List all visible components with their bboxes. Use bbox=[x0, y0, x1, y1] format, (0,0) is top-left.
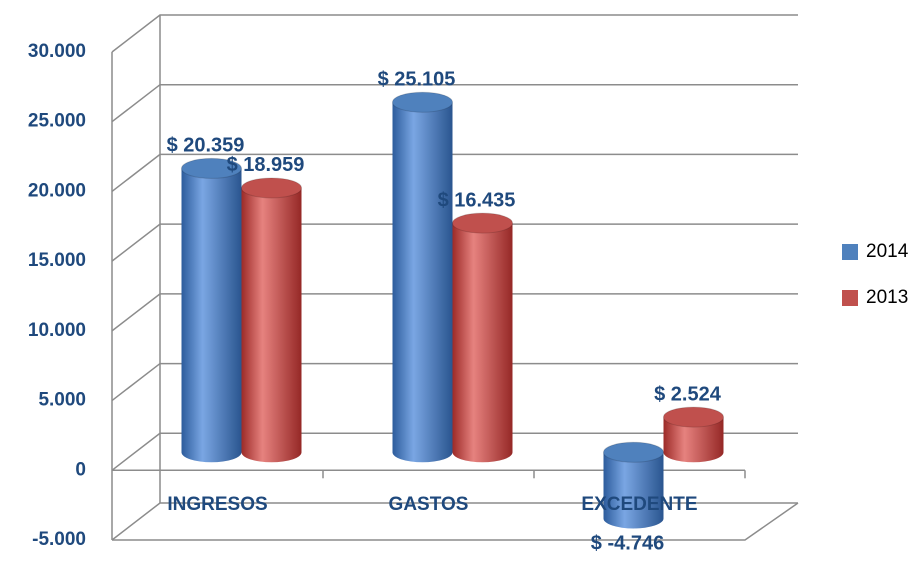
y-tick-label: 10.000 bbox=[28, 320, 86, 341]
legend-label: 2014 bbox=[866, 241, 909, 262]
legend-swatch bbox=[842, 244, 858, 260]
value-label: $ 18.959 bbox=[227, 154, 305, 176]
bar-top bbox=[181, 157, 242, 179]
y-tick-label: 5.000 bbox=[38, 390, 86, 411]
value-label: $ -4.746 bbox=[591, 533, 664, 555]
bar bbox=[603, 452, 664, 519]
value-label: $ 16.435 bbox=[438, 189, 516, 211]
value-label: $ 20.359 bbox=[167, 135, 245, 157]
y-tick-label: 0 bbox=[75, 459, 86, 480]
y-tick-label: 30.000 bbox=[28, 41, 86, 62]
bar bbox=[241, 187, 302, 453]
bar-top bbox=[241, 177, 302, 199]
grid-line bbox=[111, 83, 798, 123]
value-label: $ 25.105 bbox=[378, 69, 456, 91]
grid-line bbox=[111, 362, 798, 402]
y-tick-label: 15.000 bbox=[28, 250, 86, 271]
y-tick-label: 20.000 bbox=[28, 180, 86, 201]
bar bbox=[392, 102, 453, 453]
grid-line bbox=[111, 432, 798, 471]
grid-line bbox=[111, 293, 798, 332]
bar-top bbox=[392, 91, 453, 113]
grid-line bbox=[111, 153, 798, 193]
grid-line bbox=[111, 14, 798, 53]
x-tick-label: GASTOS bbox=[389, 494, 469, 515]
legend-label: 2013 bbox=[866, 287, 908, 308]
y-tick-label: 25.000 bbox=[28, 111, 86, 132]
value-label: $ 2.524 bbox=[654, 383, 722, 405]
floor-line bbox=[112, 502, 799, 541]
bar-top bbox=[603, 441, 664, 463]
bar-top bbox=[663, 406, 724, 428]
bar bbox=[181, 168, 242, 453]
legend-swatch bbox=[842, 290, 858, 306]
bar bbox=[452, 223, 513, 453]
grid-line bbox=[111, 502, 798, 541]
bar-top bbox=[452, 212, 513, 234]
grid-line bbox=[111, 223, 798, 262]
x-tick-label: EXCEDENTE bbox=[581, 494, 697, 515]
y-tick-label: -5.000 bbox=[32, 529, 86, 550]
x-tick-label: INGRESOS bbox=[167, 494, 267, 515]
